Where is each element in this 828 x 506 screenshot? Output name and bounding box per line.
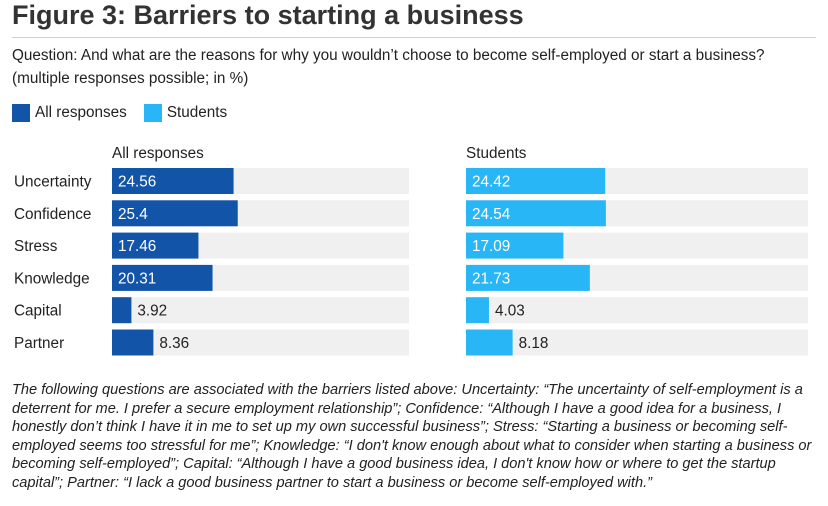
data-label-all-responses-knowledge: 20.31 <box>118 270 156 287</box>
bar-all-responses-capital <box>112 297 132 324</box>
data-label-all-responses-stress: 17.46 <box>118 238 156 255</box>
data-label-students-uncertainty: 24.42 <box>472 174 510 191</box>
data-label-all-responses-partner: 8.36 <box>159 335 189 352</box>
bar-students-knowledge <box>466 264 590 291</box>
bar-track <box>466 297 808 324</box>
bar-students-uncertainty <box>466 168 606 194</box>
chart-subtitle: Question: And what are the reasons for w… <box>12 47 765 87</box>
legend-swatch-students <box>143 104 162 122</box>
data-label-students-knowledge: 21.73 <box>472 270 510 287</box>
bar-track <box>112 297 409 324</box>
category-label-partner: Partner <box>14 335 64 352</box>
chart-footnote: The following questions are associated w… <box>12 382 812 491</box>
data-label-all-responses-confidence: 25.4 <box>118 206 148 223</box>
data-label-students-stress: 17.09 <box>472 238 510 255</box>
category-label-knowledge: Knowledge <box>14 270 90 287</box>
chart-title: Figure 3: Barriers to starting a busines… <box>12 0 524 30</box>
legend-swatch-all-responses <box>12 104 30 122</box>
title-divider <box>12 37 816 38</box>
data-label-all-responses-capital: 3.92 <box>137 303 167 320</box>
data-label-all-responses-uncertainty: 24.56 <box>118 174 156 191</box>
legend-item-students: Students <box>143 104 228 122</box>
category-label-capital: Capital <box>14 303 62 320</box>
data-label-students-confidence: 24.54 <box>472 206 511 223</box>
bar-all-responses-uncertainty <box>112 168 234 194</box>
bar-students-partner <box>466 329 513 356</box>
category-label-stress: Stress <box>14 238 58 255</box>
data-label-students-capital: 4.03 <box>495 303 525 320</box>
bar-students-stress <box>466 232 564 259</box>
legend-label-all-responses: All responses <box>35 104 127 121</box>
bar-chart: Uncertainty Confidence Stress Knowledge Capi… <box>14 145 808 356</box>
bar-all-responses-stress <box>112 232 199 259</box>
bar-students-confidence <box>466 200 606 227</box>
panel-header-students: Students <box>466 145 527 162</box>
legend: All responses Students <box>12 104 244 122</box>
bar-track <box>112 329 409 356</box>
bar-track <box>466 329 808 356</box>
bar-all-responses-confidence <box>112 200 238 227</box>
bar-all-responses-knowledge <box>112 264 213 291</box>
data-label-students-partner: 8.18 <box>519 335 549 352</box>
panel-header-all-responses: All responses <box>112 145 204 162</box>
bar-all-responses-partner <box>112 329 154 356</box>
legend-item-all-responses: All responses <box>12 104 127 122</box>
category-label-confidence: Confidence <box>14 206 91 223</box>
legend-label-students: Students <box>166 104 228 121</box>
category-label-uncertainty: Uncertainty <box>14 174 92 191</box>
bar-students-capital <box>466 297 489 324</box>
